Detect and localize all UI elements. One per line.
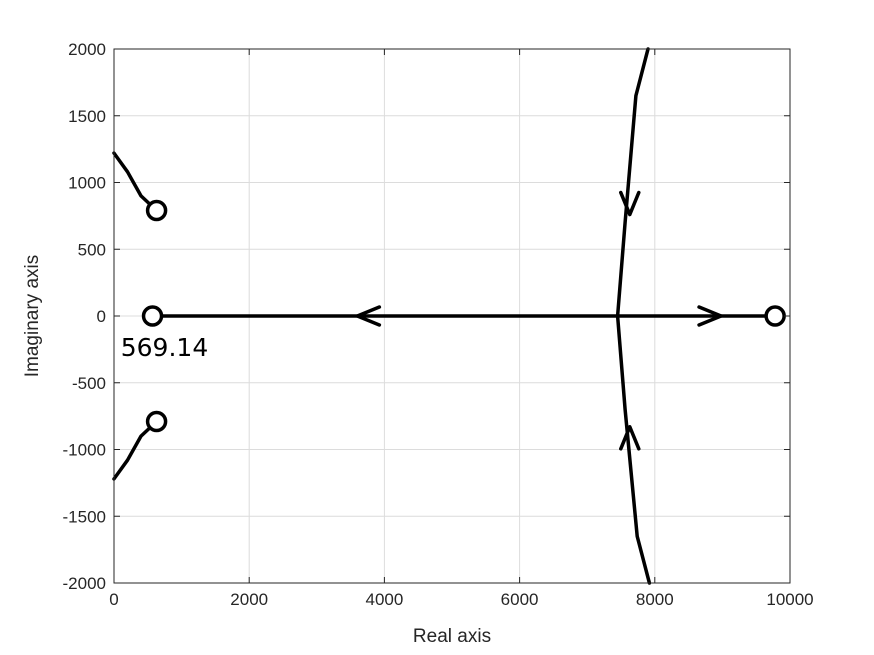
axes: 0 2000 4000 6000 8000 10000-2000-1500-1000-50… [63,40,814,609]
x-tick-label: 0 [109,590,118,609]
y-tick-label: 1500 [68,107,106,126]
y-tick-label: -2000 [63,574,106,593]
direction-arrow [697,305,723,327]
plot-data: 569.14 [112,47,786,585]
x-tick-label: 10000 [766,590,813,609]
x-axis-label: Real axis [413,626,491,647]
y-tick-label: 500 [78,240,106,259]
annotation-label: 569.14 [121,333,208,362]
x-tick-label: 4000 [365,590,403,609]
x-tick-label: 8000 [636,590,674,609]
direction-arrow [355,305,382,327]
y-tick-label: -1000 [63,441,106,460]
locus-branch [615,314,652,585]
zero-marker [764,305,786,327]
zero-marker [145,199,168,222]
y-tick-label: -500 [72,374,106,393]
locus-branch [615,47,650,318]
direction-arrow [619,190,641,217]
x-tick-label: 6000 [501,590,539,609]
zero-marker [141,305,164,327]
y-tick-label: -1500 [63,507,106,526]
y-tick-label: 1000 [68,174,106,193]
y-tick-label: 2000 [68,40,106,59]
zero-marker [145,410,168,433]
direction-arrow [619,425,641,451]
x-tick-label: 2000 [230,590,268,609]
y-axis-label: Imaginary axis [22,255,43,378]
y-tick-label: 0 [97,307,106,326]
